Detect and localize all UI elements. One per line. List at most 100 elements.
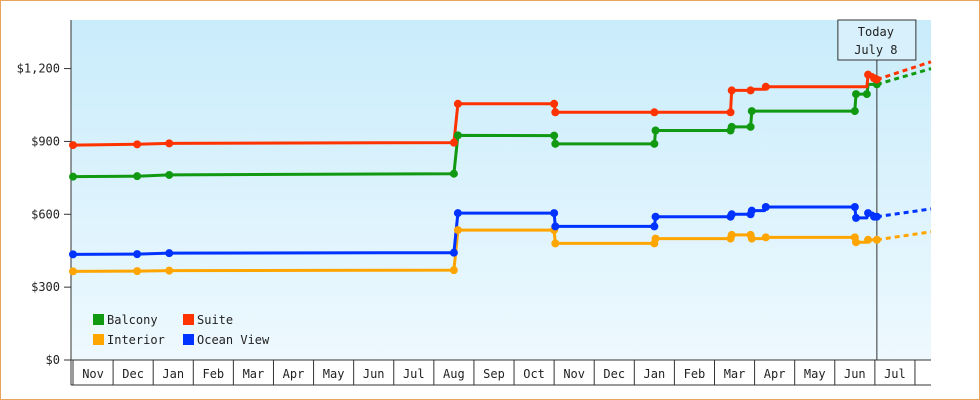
data-point-suite bbox=[133, 140, 142, 149]
y-tick-label: $0 bbox=[46, 353, 60, 367]
data-point-balcony bbox=[727, 122, 736, 131]
data-point-balcony bbox=[550, 131, 559, 140]
data-point-balcony bbox=[165, 170, 174, 179]
data-point-ocean-view bbox=[551, 222, 560, 231]
legend-swatch bbox=[183, 334, 194, 345]
x-tick-label: Apr bbox=[764, 367, 786, 381]
data-point-balcony bbox=[746, 122, 755, 131]
data-point-ocean-view bbox=[550, 209, 559, 218]
data-point-ocean-view bbox=[165, 249, 174, 258]
x-tick-label: Dec bbox=[122, 367, 144, 381]
data-point-suite bbox=[864, 70, 873, 79]
data-point-ocean-view bbox=[872, 212, 881, 221]
legend-item: Balcony bbox=[93, 313, 158, 327]
x-axis: Nov Dec Jan Feb Mar Apr May Jun Jul Aug Sep Oct Nov D… bbox=[71, 359, 931, 386]
data-point-interior bbox=[651, 234, 660, 243]
series-lines bbox=[69, 60, 932, 276]
plot-background bbox=[71, 20, 931, 360]
y-tick-label: $300 bbox=[31, 280, 60, 294]
data-point-balcony bbox=[133, 172, 142, 181]
data-point-ocean-view bbox=[133, 250, 142, 259]
data-point-balcony bbox=[850, 107, 859, 116]
data-point-interior bbox=[69, 267, 78, 276]
legend-label: Interior bbox=[107, 333, 165, 347]
forecast-line-balcony bbox=[876, 67, 932, 86]
data-point-interior bbox=[872, 235, 881, 244]
x-tick-label: Dec bbox=[603, 367, 625, 381]
data-point-suite bbox=[872, 75, 881, 84]
x-tick-label: Mar bbox=[724, 367, 746, 381]
x-tick-label: Jul bbox=[884, 367, 906, 381]
legend-swatch bbox=[183, 314, 194, 325]
data-point-interior bbox=[852, 238, 861, 247]
legend-label: Balcony bbox=[107, 313, 158, 327]
data-point-ocean-view bbox=[453, 209, 462, 218]
legend-item: Suite bbox=[183, 313, 233, 327]
forecast-line-suite bbox=[876, 60, 932, 81]
x-tick-label: Jan bbox=[162, 367, 184, 381]
y-tick-label: $1,200 bbox=[17, 62, 60, 76]
data-point-balcony bbox=[449, 169, 458, 178]
legend-label: Ocean View bbox=[197, 333, 270, 347]
legend-item: Interior bbox=[93, 333, 165, 347]
data-point-ocean-view bbox=[69, 250, 78, 259]
data-point-suite bbox=[550, 99, 559, 108]
data-point-interior bbox=[761, 233, 770, 242]
data-point-ocean-view bbox=[852, 213, 861, 222]
data-point-ocean-view bbox=[864, 209, 873, 218]
data-point-balcony bbox=[551, 139, 560, 148]
data-point-suite bbox=[69, 141, 78, 150]
data-point-interior bbox=[747, 234, 756, 243]
forecast-line-ocean-view bbox=[876, 207, 932, 219]
data-point-suite bbox=[453, 99, 462, 108]
data-point-ocean-view bbox=[850, 203, 859, 211]
today-box bbox=[837, 19, 917, 61]
data-point-balcony bbox=[747, 107, 756, 116]
y-axis: $0 $300 $600 $900 $1,200 bbox=[17, 20, 72, 385]
x-tick-label: Sep bbox=[483, 367, 505, 381]
data-point-interior bbox=[449, 266, 458, 275]
data-point-suite bbox=[746, 86, 755, 95]
data-point-balcony bbox=[69, 172, 78, 181]
today-date-label: July 8 bbox=[854, 43, 897, 57]
data-point-interior bbox=[165, 266, 174, 275]
data-point-suite bbox=[165, 139, 174, 148]
x-tick-label: Oct bbox=[523, 367, 545, 381]
x-tick-label: Feb bbox=[202, 367, 224, 381]
data-point-suite bbox=[650, 108, 659, 117]
today-label: Today bbox=[858, 25, 894, 39]
legend-swatch bbox=[93, 334, 104, 345]
x-tick-label: Jan bbox=[644, 367, 666, 381]
y-tick-label: $900 bbox=[31, 134, 60, 148]
data-point-ocean-view bbox=[449, 248, 458, 257]
data-point-suite bbox=[551, 108, 560, 117]
legend-item: Ocean View bbox=[183, 333, 270, 347]
data-point-interior bbox=[133, 267, 142, 276]
x-tick-label: Nov bbox=[563, 367, 585, 381]
x-tick-label: Jun bbox=[844, 367, 866, 381]
legend-swatch bbox=[93, 314, 104, 325]
data-point-ocean-view bbox=[650, 222, 659, 231]
x-tick-label: Apr bbox=[283, 367, 305, 381]
forecast-line-interior bbox=[876, 230, 932, 242]
data-point-balcony bbox=[453, 131, 462, 140]
data-point-interior bbox=[551, 239, 560, 248]
x-tick-label: Jul bbox=[403, 367, 425, 381]
legend: Balcony Suite Interior Ocean View bbox=[93, 313, 270, 347]
data-point-balcony bbox=[862, 90, 871, 99]
data-point-balcony bbox=[852, 90, 861, 99]
x-tick-label: Mar bbox=[243, 367, 265, 381]
x-tick-label: Aug bbox=[443, 367, 465, 381]
legend-label: Suite bbox=[197, 313, 233, 327]
x-tick-label: May bbox=[804, 367, 826, 381]
x-tick-label: May bbox=[323, 367, 345, 381]
data-point-balcony bbox=[650, 139, 659, 148]
data-point-ocean-view bbox=[727, 210, 736, 219]
today-marker: Today July 8 bbox=[837, 19, 917, 360]
data-point-interior bbox=[727, 230, 736, 239]
data-point-interior bbox=[864, 235, 873, 244]
data-point-suite bbox=[761, 82, 770, 91]
x-tick-label: Nov bbox=[82, 367, 104, 381]
data-point-suite bbox=[726, 108, 735, 117]
